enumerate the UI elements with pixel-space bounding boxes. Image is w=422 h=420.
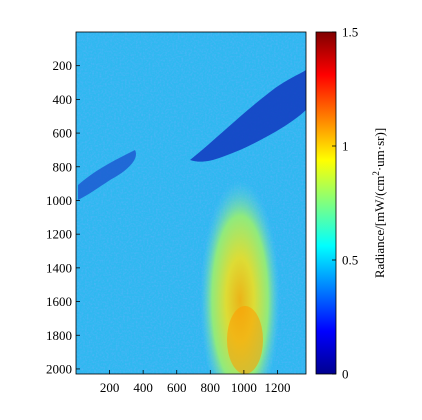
dark-cloud-upper-left (78, 150, 136, 200)
y-tick-label: 1400 (46, 260, 72, 275)
x-tick-label: 1000 (231, 380, 257, 395)
y-axis: 200 400 600 800 1000 1200 1400 1600 1800 2000 (46, 58, 80, 376)
sunglint-peak (227, 306, 263, 374)
colorbar-tick-label: 0 (342, 367, 349, 382)
y-tick-label: 1800 (46, 328, 72, 343)
colorbar-tick-label: 1.5 (342, 25, 358, 40)
colorbar-label-suffix: ·um·sr)] (372, 128, 387, 171)
colorbar-label: Radiance/[mW/(cm2·um·sr)] (371, 128, 387, 278)
colorbar-tick-label: 0.5 (342, 253, 358, 268)
y-tick-label: 1600 (46, 294, 72, 309)
y-tick-label: 200 (53, 58, 73, 73)
colorbar: 0 0.5 1 1.5 Radiance/[mW/(cm2·um·sr)] (315, 25, 387, 382)
colorbar-tick-label: 1 (342, 139, 349, 154)
y-tick-label: 400 (53, 92, 73, 107)
colorbar-ticks: 0 0.5 1 1.5 (332, 25, 358, 382)
x-tick-label: 1200 (264, 380, 290, 395)
colorbar-label-superscript: 2 (371, 171, 381, 176)
y-tick-label: 600 (53, 126, 73, 141)
y-tick-label: 800 (53, 159, 73, 174)
x-tick-label: 600 (167, 380, 187, 395)
colorbar-label-main: Radiance/[mW/(cm (372, 176, 387, 279)
plot-frame (75, 31, 307, 375)
radiance-heatmap (76, 32, 306, 374)
dark-cloud-band (190, 70, 306, 162)
x-tick-label: 200 (100, 380, 120, 395)
y-tick-label: 1200 (46, 227, 72, 242)
x-tick-label: 800 (201, 380, 221, 395)
x-tick-label: 400 (133, 380, 153, 395)
x-axis: 200 400 600 800 1000 1200 (100, 370, 290, 395)
y-tick-label: 2000 (46, 361, 72, 376)
y-tick-label: 1000 (46, 193, 72, 208)
colorbar-gradient (315, 31, 337, 375)
